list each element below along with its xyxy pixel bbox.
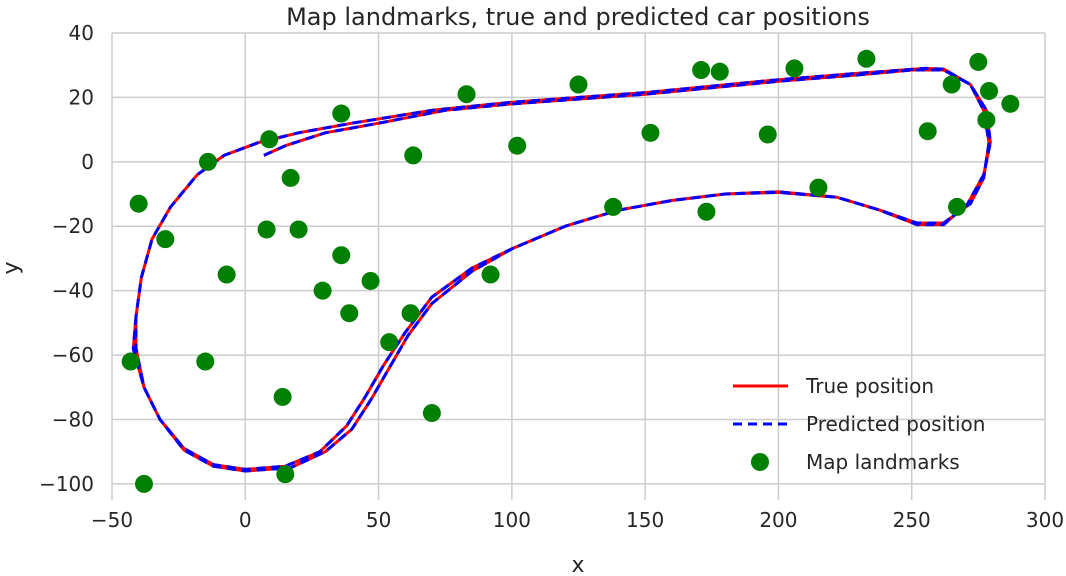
- x-tick-label: 50: [366, 508, 391, 532]
- plot-background: [112, 33, 1045, 500]
- x-tick-label: 0: [239, 508, 252, 532]
- landmark-point: [569, 75, 588, 94]
- landmark-point: [198, 152, 217, 171]
- y-tick-label: 20: [69, 85, 94, 109]
- landmark-point: [948, 197, 967, 216]
- x-tick-label: 250: [893, 508, 931, 532]
- series-lines: [131, 66, 992, 473]
- landmark-point: [340, 304, 359, 323]
- landmark-markers: [121, 49, 1020, 493]
- landmark-point: [217, 265, 236, 284]
- landmark-point: [692, 61, 711, 80]
- landmark-point: [969, 52, 988, 71]
- predicted-position-line: [131, 66, 992, 473]
- landmark-point: [134, 474, 153, 493]
- legend-swatch-map-landmarks: [751, 453, 769, 471]
- y-tick-label: −60: [52, 343, 94, 367]
- landmark-point: [457, 85, 476, 104]
- y-tick-label: −20: [52, 214, 94, 238]
- landmark-point: [404, 146, 423, 165]
- landmark-point: [196, 352, 215, 371]
- landmark-point: [422, 404, 441, 423]
- landmark-point: [1001, 94, 1020, 113]
- landmark-point: [260, 130, 279, 149]
- landmark-point: [257, 220, 276, 239]
- x-axis-label: x: [571, 553, 584, 576]
- y-tick-label: 0: [81, 150, 94, 174]
- y-tick-label: −80: [52, 407, 94, 431]
- x-tick-label: 150: [626, 508, 664, 532]
- legend-label-map-landmarks: Map landmarks: [806, 450, 960, 474]
- landmark-point: [809, 178, 828, 197]
- landmark-point: [289, 220, 308, 239]
- landmark-point: [332, 246, 351, 265]
- landmark-point: [129, 194, 148, 213]
- landmark-point: [281, 168, 300, 187]
- landmark-point: [508, 136, 527, 155]
- landmark-point: [857, 49, 876, 68]
- landmark-point: [785, 59, 804, 78]
- landmark-point: [361, 271, 380, 290]
- landmark-point: [313, 281, 332, 300]
- y-tick-labels: 40 20 0 −20 −40 −60 −80 −100: [39, 21, 94, 496]
- landmark-point: [710, 62, 729, 81]
- x-tick-label: 300: [1026, 508, 1064, 532]
- landmark-point: [942, 75, 961, 94]
- x-tick-label: −50: [91, 508, 133, 532]
- landmark-point: [697, 202, 716, 221]
- legend-label-true-position: True position: [805, 374, 934, 398]
- x-tick-label: 200: [759, 508, 797, 532]
- landmark-point: [980, 81, 999, 100]
- landmark-point: [380, 333, 399, 352]
- landmark-point: [758, 125, 777, 144]
- landmark-point: [273, 387, 292, 406]
- y-tick-label: −40: [52, 279, 94, 303]
- x-tick-labels: −50 0 50 100 150 200 250 300: [91, 508, 1064, 532]
- landmark-point: [121, 352, 140, 371]
- landmark-point: [276, 465, 295, 484]
- landmark-point: [481, 265, 500, 284]
- y-tick-label: −100: [39, 472, 94, 496]
- landmark-point: [401, 304, 420, 323]
- landmark-point: [918, 122, 937, 141]
- landmark-point: [977, 110, 996, 129]
- chart-title: Map landmarks, true and predicted car po…: [286, 3, 870, 31]
- y-tick-label: 40: [69, 21, 94, 45]
- landmark-point: [156, 230, 175, 249]
- landmark-point: [604, 197, 623, 216]
- legend-label-predicted-position: Predicted position: [806, 412, 985, 436]
- legend: True position Predicted position Map lan…: [733, 374, 985, 474]
- landmark-point: [641, 123, 660, 142]
- x-tick-label: 100: [493, 508, 531, 532]
- landmark-point: [332, 104, 351, 123]
- y-axis-label: y: [0, 261, 24, 274]
